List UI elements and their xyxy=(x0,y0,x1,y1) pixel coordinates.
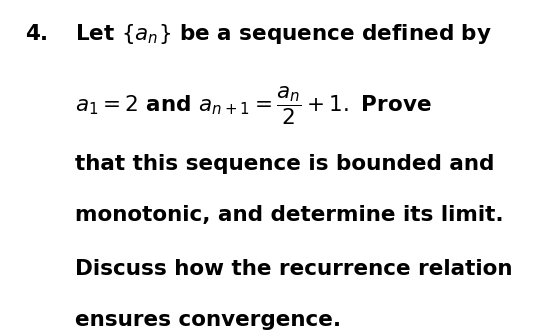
Text: monotonic, and determine its limit.: monotonic, and determine its limit. xyxy=(75,205,504,225)
Text: Let $\{a_n\}$ be a sequence defined by: Let $\{a_n\}$ be a sequence defined by xyxy=(75,22,492,46)
Text: Discuss how the recurrence relation: Discuss how the recurrence relation xyxy=(75,259,512,279)
Text: that this sequence is bounded and: that this sequence is bounded and xyxy=(75,154,495,174)
Text: 4.: 4. xyxy=(25,24,48,44)
Text: ensures convergence.: ensures convergence. xyxy=(75,310,341,330)
Text: $a_1 = 2$ and $a_{n+1} = \dfrac{a_n}{2} + 1.$ Prove: $a_1 = 2$ and $a_{n+1} = \dfrac{a_n}{2} … xyxy=(75,84,432,127)
